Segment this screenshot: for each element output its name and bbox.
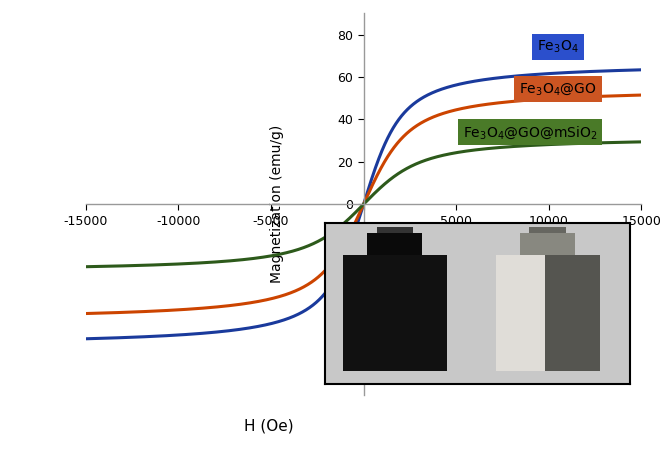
Text: Fe$_3$O$_4$: Fe$_3$O$_4$ — [537, 39, 579, 55]
Text: H (Oe): H (Oe) — [245, 418, 294, 433]
Text: Fe$_3$O$_4$@GO: Fe$_3$O$_4$@GO — [519, 81, 597, 97]
Y-axis label: Magnetization (emu/g): Magnetization (emu/g) — [270, 125, 284, 283]
Text: Fe$_3$O$_4$@GO@mSiO$_2$: Fe$_3$O$_4$@GO@mSiO$_2$ — [463, 124, 598, 141]
